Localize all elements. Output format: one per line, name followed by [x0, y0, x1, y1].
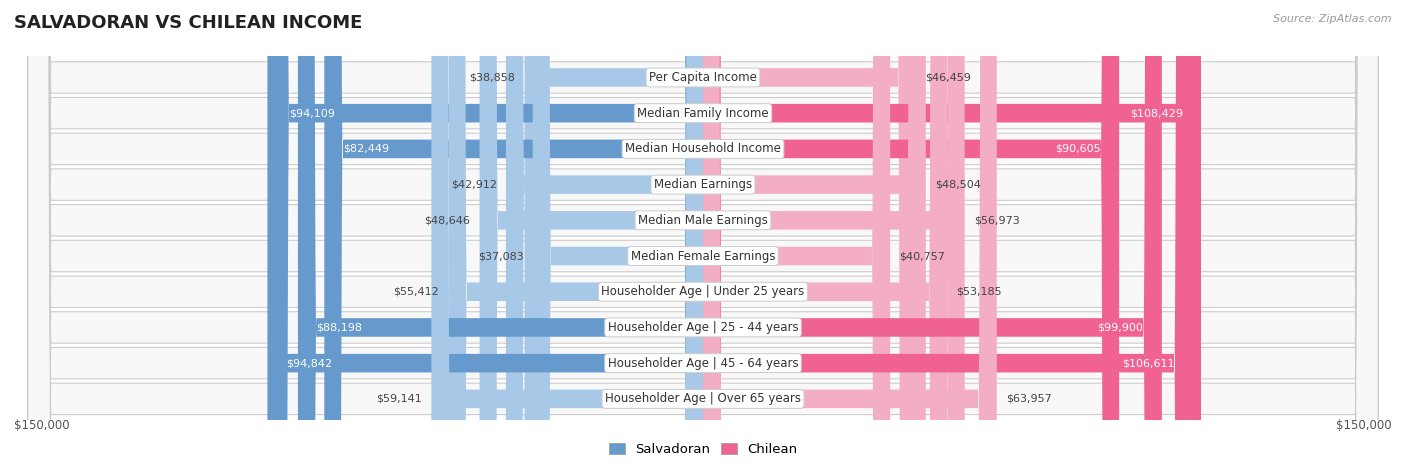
FancyBboxPatch shape	[703, 0, 1201, 467]
Text: $55,412: $55,412	[394, 287, 439, 297]
FancyBboxPatch shape	[479, 0, 703, 467]
Text: Median Male Earnings: Median Male Earnings	[638, 214, 768, 227]
FancyBboxPatch shape	[432, 0, 703, 467]
Text: $94,842: $94,842	[285, 358, 332, 368]
FancyBboxPatch shape	[703, 0, 1192, 467]
FancyBboxPatch shape	[703, 0, 1119, 467]
Text: Householder Age | 25 - 44 years: Householder Age | 25 - 44 years	[607, 321, 799, 334]
Text: $37,083: $37,083	[478, 251, 523, 261]
Text: $63,957: $63,957	[1005, 394, 1052, 404]
FancyBboxPatch shape	[28, 0, 1378, 467]
FancyBboxPatch shape	[28, 0, 1378, 467]
Text: $82,449: $82,449	[343, 144, 389, 154]
Text: $99,900: $99,900	[1098, 322, 1143, 333]
FancyBboxPatch shape	[28, 0, 1378, 467]
FancyBboxPatch shape	[703, 0, 917, 467]
FancyBboxPatch shape	[449, 0, 703, 467]
FancyBboxPatch shape	[703, 0, 997, 467]
Text: $48,504: $48,504	[935, 180, 981, 190]
FancyBboxPatch shape	[28, 0, 1378, 467]
Text: $48,646: $48,646	[425, 215, 471, 225]
FancyBboxPatch shape	[271, 0, 703, 467]
Text: $42,912: $42,912	[451, 180, 496, 190]
Text: $94,109: $94,109	[290, 108, 335, 118]
FancyBboxPatch shape	[506, 0, 703, 467]
Text: $56,973: $56,973	[974, 215, 1019, 225]
Text: $150,000: $150,000	[14, 418, 70, 432]
Text: $90,605: $90,605	[1054, 144, 1101, 154]
FancyBboxPatch shape	[524, 0, 703, 467]
Text: $59,141: $59,141	[377, 394, 422, 404]
Text: Householder Age | Under 25 years: Householder Age | Under 25 years	[602, 285, 804, 298]
FancyBboxPatch shape	[325, 0, 703, 467]
Text: Median Family Income: Median Family Income	[637, 106, 769, 120]
Legend: Salvadoran, Chilean: Salvadoran, Chilean	[603, 438, 803, 461]
Text: $40,757: $40,757	[900, 251, 945, 261]
FancyBboxPatch shape	[28, 0, 1378, 467]
Text: Source: ZipAtlas.com: Source: ZipAtlas.com	[1274, 14, 1392, 24]
Text: Median Household Income: Median Household Income	[626, 142, 780, 156]
FancyBboxPatch shape	[28, 0, 1378, 467]
FancyBboxPatch shape	[703, 0, 948, 467]
FancyBboxPatch shape	[28, 0, 1378, 467]
FancyBboxPatch shape	[28, 0, 1378, 467]
Text: $53,185: $53,185	[956, 287, 1002, 297]
Text: Householder Age | Over 65 years: Householder Age | Over 65 years	[605, 392, 801, 405]
Text: Median Earnings: Median Earnings	[654, 178, 752, 191]
Text: SALVADORAN VS CHILEAN INCOME: SALVADORAN VS CHILEAN INCOME	[14, 14, 363, 32]
FancyBboxPatch shape	[28, 0, 1378, 467]
FancyBboxPatch shape	[533, 0, 703, 467]
Text: $88,198: $88,198	[316, 322, 363, 333]
Text: Median Female Earnings: Median Female Earnings	[631, 249, 775, 262]
Text: $38,858: $38,858	[470, 72, 516, 83]
FancyBboxPatch shape	[703, 0, 965, 467]
Text: $150,000: $150,000	[1336, 418, 1392, 432]
FancyBboxPatch shape	[703, 0, 925, 467]
FancyBboxPatch shape	[703, 0, 890, 467]
Text: $108,429: $108,429	[1129, 108, 1182, 118]
Text: Householder Age | 45 - 64 years: Householder Age | 45 - 64 years	[607, 357, 799, 370]
Text: Per Capita Income: Per Capita Income	[650, 71, 756, 84]
Text: $46,459: $46,459	[925, 72, 972, 83]
Text: $106,611: $106,611	[1122, 358, 1174, 368]
FancyBboxPatch shape	[267, 0, 703, 467]
FancyBboxPatch shape	[298, 0, 703, 467]
FancyBboxPatch shape	[703, 0, 1161, 467]
FancyBboxPatch shape	[28, 0, 1378, 467]
